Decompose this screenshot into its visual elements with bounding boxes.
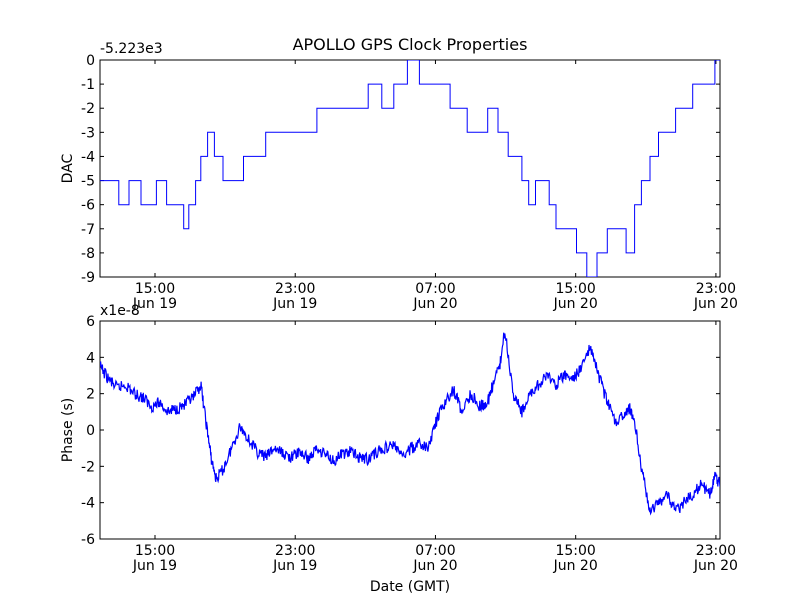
x-tick-label: 23:00 Jun 19 xyxy=(272,281,317,312)
y-tick-label: -8 xyxy=(81,246,95,262)
y-tick-label: 0 xyxy=(86,53,95,69)
y-tick-label: -9 xyxy=(81,270,95,286)
y-tick-label: -4 xyxy=(81,149,95,165)
phase-y-label: Phase (s) xyxy=(60,398,76,462)
y-tick-label: -3 xyxy=(81,125,95,141)
phase-plot-area xyxy=(99,320,721,540)
x-tick-label: 07:00 Jun 20 xyxy=(412,543,457,574)
y-tick-label: -2 xyxy=(81,459,95,475)
dac-offset-text: -5.223e3 xyxy=(100,41,163,57)
phase-axis-ticks: 6 4 2 0 -2 -4 -6 15:00 Jun 19 23:00 Jun 19 07:00 Jun… xyxy=(81,314,738,574)
series-line-phase xyxy=(100,332,720,516)
dac-y-label: DAC xyxy=(60,153,76,183)
y-tick-label: -7 xyxy=(81,222,95,238)
dac-plot-area xyxy=(99,59,721,278)
y-tick-label: 2 xyxy=(86,387,95,403)
x-tick-label: 23:00 Jun 19 xyxy=(272,543,317,574)
x-tick-label: 07:00 Jun 20 xyxy=(412,281,457,312)
y-tick-label: 4 xyxy=(86,350,95,366)
x-tick-label: 23:00 Jun 20 xyxy=(693,543,738,574)
series-line-dac xyxy=(100,60,720,277)
y-tick-label: -5 xyxy=(81,174,95,190)
y-tick-label: -1 xyxy=(81,77,95,93)
y-tick-label: -6 xyxy=(81,198,95,214)
dac-series-group xyxy=(100,60,720,277)
x-tick-label: 23:00 Jun 20 xyxy=(693,281,738,312)
dac-panel: APOLLO GPS Clock Properties -5.223e3 0 -1… xyxy=(60,35,738,312)
x-tick-label: 15:00 Jun 19 xyxy=(132,281,177,312)
x-tick-label: 15:00 Jun 20 xyxy=(553,543,598,574)
x-tick-label: 15:00 Jun 19 xyxy=(132,543,177,574)
phase-panel: x1e-8 6 4 2 0 -2 -4 -6 15:00 Jun 19 23:00 Jun 19 07… xyxy=(60,303,738,595)
x-tick-label: 15:00 Jun 20 xyxy=(553,281,598,312)
phase-offset-text: x1e-8 xyxy=(100,303,140,319)
x-axis-label: Date (GMT) xyxy=(370,579,450,595)
y-tick-label: 0 xyxy=(86,423,95,439)
chart-title: APOLLO GPS Clock Properties xyxy=(293,35,528,54)
dac-axis-ticks: 0 -1 -2 -3 -4 -5 -6 -7 -8 -9 15:00 Jun 19 23:00 Jun 1… xyxy=(81,53,738,312)
y-tick-label: 6 xyxy=(86,314,95,330)
y-tick-label: -4 xyxy=(81,496,95,512)
y-tick-label: -2 xyxy=(81,101,95,117)
y-tick-label: -6 xyxy=(81,532,95,548)
phase-series-group xyxy=(100,332,720,516)
